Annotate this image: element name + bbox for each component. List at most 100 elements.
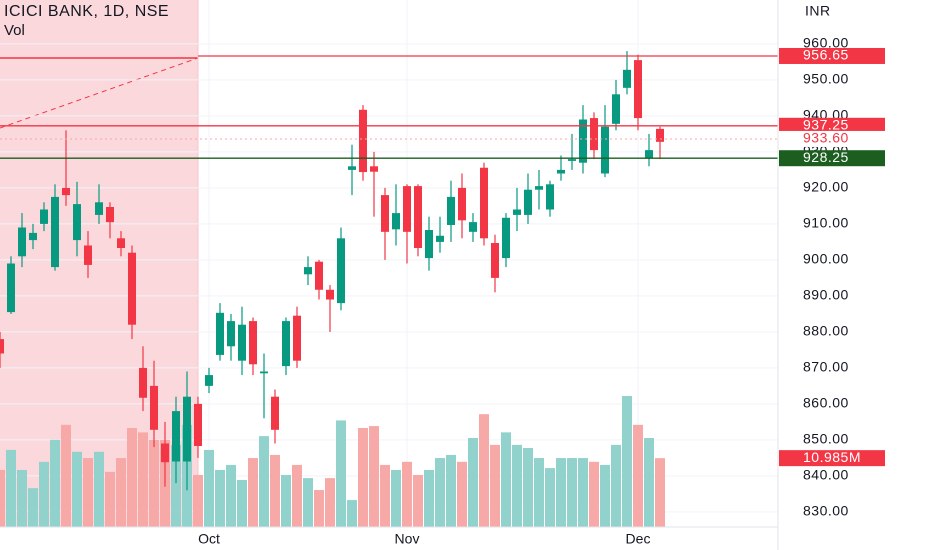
volume-bar <box>446 454 456 527</box>
y-tick-label: 920.00 <box>803 179 849 195</box>
volume-bar <box>50 439 60 527</box>
candle-body <box>326 289 334 300</box>
volume-bar <box>644 437 654 527</box>
currency: INR <box>805 3 831 19</box>
candle-body <box>0 339 4 354</box>
volume-bar <box>61 424 71 527</box>
candle-body <box>469 222 477 232</box>
candle-body <box>315 261 323 290</box>
volume-bar <box>380 464 390 527</box>
candle-body <box>161 443 169 463</box>
candle-body <box>601 126 609 174</box>
candle-body <box>623 69 631 88</box>
volume-bar <box>347 500 357 527</box>
volume-bar <box>83 458 93 527</box>
volume-bar <box>468 437 478 527</box>
candle-body <box>128 252 136 325</box>
volume-tag <box>779 450 885 467</box>
candle-body <box>51 196 59 268</box>
y-tick-label: 890.00 <box>803 287 849 303</box>
x-tick-label: Nov <box>395 531 420 547</box>
y-tick-label: 910.00 <box>803 215 849 231</box>
candle-body <box>612 94 620 124</box>
volume-bar <box>215 469 225 527</box>
volume-bar <box>28 488 38 527</box>
volume-bar <box>655 458 665 527</box>
candle-body <box>95 202 103 215</box>
candle-body <box>227 321 235 347</box>
candle-body <box>62 187 70 196</box>
candle-body <box>546 184 554 210</box>
volume-bar <box>479 414 489 527</box>
volume-bar <box>633 424 643 527</box>
candle-body <box>568 159 576 161</box>
candle-body <box>304 267 312 275</box>
volume-bar <box>292 464 302 527</box>
candle-body <box>480 167 488 239</box>
candle-body <box>194 403 202 447</box>
trend-line <box>0 57 199 129</box>
volume-bar <box>6 449 16 527</box>
volume-bar <box>248 458 258 527</box>
candle-body <box>117 238 125 249</box>
volume-bar <box>138 432 148 527</box>
volume-bar <box>490 444 500 527</box>
volume-bar <box>523 448 533 527</box>
candle-body <box>282 321 290 367</box>
candle-body <box>29 232 37 241</box>
y-tick-label: 880.00 <box>803 323 849 339</box>
volume-bar <box>127 427 137 527</box>
candle-body <box>502 217 510 259</box>
volume-bar <box>94 451 104 527</box>
volume-bar <box>556 458 566 527</box>
volume-bar <box>226 464 236 527</box>
y-tick-label: 840.00 <box>803 467 849 483</box>
volume-bar <box>501 432 511 527</box>
candle-body <box>73 204 81 241</box>
candle-body <box>535 186 543 190</box>
candle-body <box>238 324 246 361</box>
candle-body <box>436 235 444 242</box>
volume-bar <box>358 427 368 527</box>
candle-body <box>447 196 455 225</box>
volume-bar <box>578 458 588 527</box>
candle-body <box>491 242 499 278</box>
candle-body <box>579 119 587 163</box>
volume-bar <box>336 420 346 527</box>
volume-bar <box>369 426 379 527</box>
candle-body <box>337 238 345 304</box>
candle-body <box>557 169 565 174</box>
volume-bar <box>204 449 214 527</box>
volume-bar <box>391 469 401 527</box>
price-tag <box>779 117 885 134</box>
candle-body <box>425 230 433 259</box>
candle-body <box>414 186 422 249</box>
candle-body <box>348 166 356 170</box>
candle-body <box>590 118 598 151</box>
volume-bar <box>171 444 181 527</box>
y-tick-label: 830.00 <box>803 503 849 519</box>
candle-body <box>392 213 400 230</box>
volume-bar <box>281 474 291 527</box>
volume-bar <box>39 461 49 527</box>
candle-body <box>293 315 301 361</box>
volume-bar <box>402 461 412 527</box>
candle-body <box>40 209 48 224</box>
candle-body <box>513 209 521 215</box>
candle-body <box>150 385 158 430</box>
volume-bar <box>545 468 555 527</box>
volume-bar <box>149 439 159 527</box>
x-tick-label: Dec <box>626 531 651 547</box>
price-tag <box>779 150 885 167</box>
y-tick-label: 850.00 <box>803 431 849 447</box>
volume-bar <box>589 461 599 527</box>
x-tick-label: Oct <box>198 531 220 547</box>
volume-bar <box>622 396 632 527</box>
price-tag-label: 956.65 <box>803 47 849 63</box>
price-tag-label: 937.25 <box>803 117 849 133</box>
volume-label: Vol <box>4 22 25 39</box>
candle-body <box>205 375 213 386</box>
candle-body <box>381 195 389 232</box>
candle-body <box>84 245 92 265</box>
volume-bar <box>237 479 247 527</box>
